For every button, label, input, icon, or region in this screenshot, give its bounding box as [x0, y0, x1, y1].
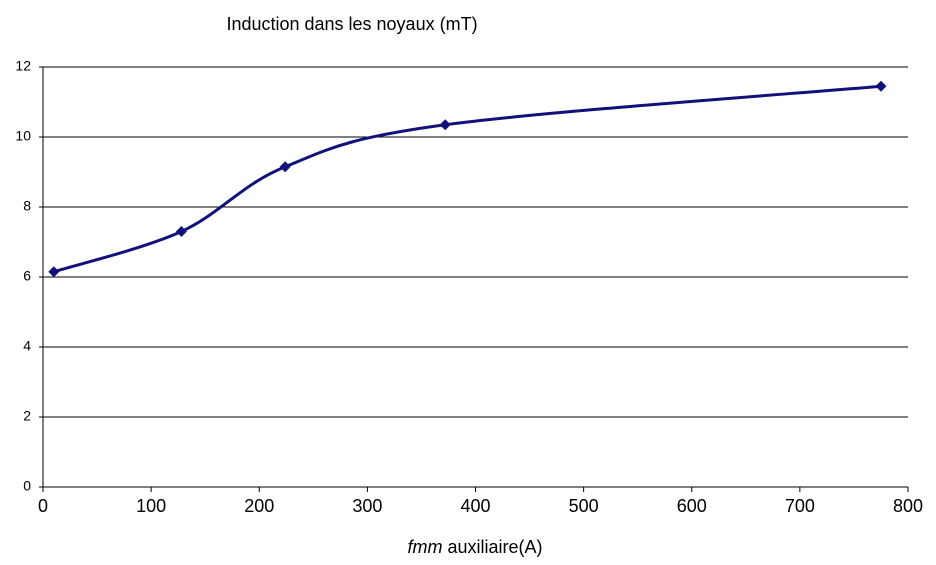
x-tick-label: 200 [244, 496, 274, 516]
x-tick-label: 700 [785, 496, 815, 516]
chart-title: Induction dans les noyaux (mT) [226, 14, 477, 34]
y-tick-label: 4 [23, 338, 31, 354]
x-tick-label: 600 [677, 496, 707, 516]
series-line [53, 84, 882, 274]
point-marker [48, 266, 60, 278]
x-tick-label: 800 [893, 496, 923, 516]
y-tick-label: 10 [15, 128, 31, 144]
point-marker [439, 119, 451, 131]
y-tick-label: 0 [23, 478, 31, 494]
x-axis-label-italic: fmm [407, 537, 442, 557]
x-tick-label: 100 [136, 496, 166, 516]
y-tick-label: 2 [23, 408, 31, 424]
y-tick-label: 8 [23, 198, 31, 214]
point-marker [175, 226, 187, 237]
point-marker [279, 161, 291, 173]
x-tick-label: 0 [38, 496, 48, 516]
x-axis-label-rest: auxiliaire(A) [447, 537, 542, 557]
x-axis-label: fmm auxiliaire(A) [407, 537, 542, 557]
point-marker [875, 80, 887, 92]
x-tick-label: 400 [460, 496, 490, 516]
y-tick-label: 12 [15, 58, 31, 74]
x-tick-label: 500 [569, 496, 599, 516]
y-tick-label: 6 [23, 268, 31, 284]
x-tick-label: 300 [352, 496, 382, 516]
